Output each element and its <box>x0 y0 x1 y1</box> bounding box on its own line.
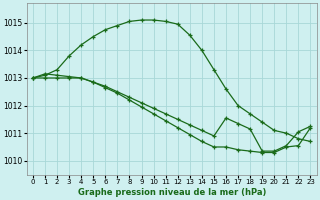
X-axis label: Graphe pression niveau de la mer (hPa): Graphe pression niveau de la mer (hPa) <box>77 188 266 197</box>
